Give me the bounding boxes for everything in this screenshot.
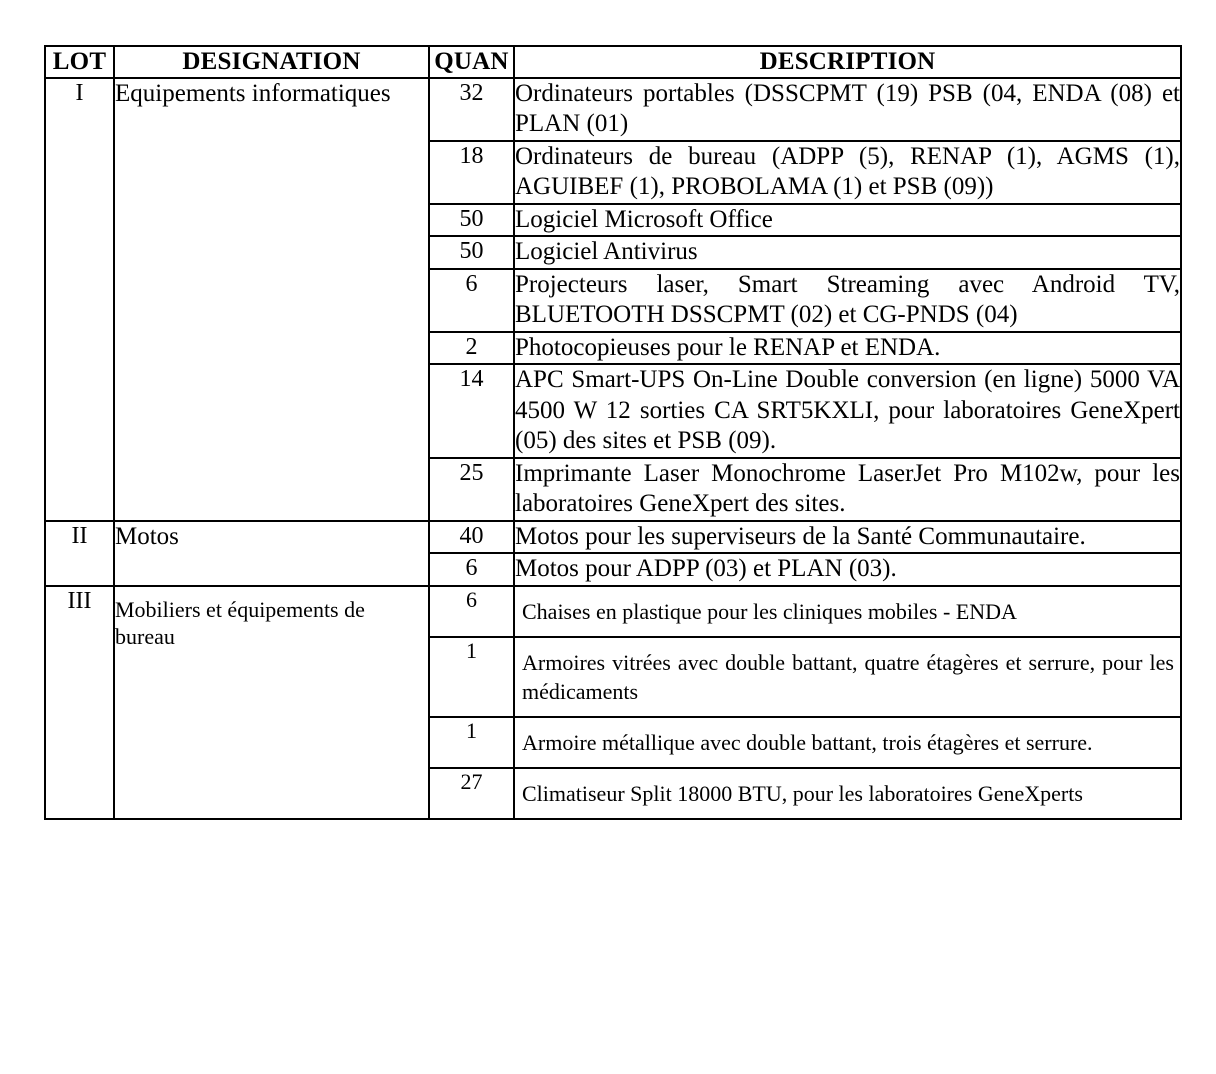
description-cell: Ordinateurs portables (DSSCPMT (19) PSB … [513, 76, 1182, 142]
description-cell: Motos pour ADPP (03) et PLAN (03). [513, 552, 1182, 587]
table-row: 50 Logiciel Antivirus [45, 235, 1182, 270]
quantity-cell: 2 [428, 330, 515, 365]
lot-designation-cell-i: Equipements informatiques [113, 76, 430, 522]
table-header-row: LOT DESIGNATION QUAN DESCRIPTION [44, 45, 1182, 79]
table-row: 27 Climatiseur Split 18000 BTU, pour les… [45, 766, 1182, 820]
quantity-cell: 1 [428, 635, 515, 718]
description-cell: Ordinateurs de bureau (ADPP (5), RENAP (… [513, 139, 1182, 205]
column-header-lot: LOT [44, 45, 115, 79]
description-cell: Logiciel Antivirus [513, 235, 1182, 270]
table-row: 25 Imprimante Laser Monochrome LaserJet … [45, 456, 1182, 522]
description-cell: Motos pour les superviseurs de la Santé … [513, 519, 1182, 554]
table-row: III Mobiliers et équipements de bureau 6… [44, 584, 1182, 820]
table-row: 1 Armoire métallique avec double battant… [45, 715, 1182, 769]
description-cell: APC Smart-UPS On-Line Double conversion … [513, 363, 1182, 459]
description-cell: Armoires vitrées avec double battant, qu… [513, 635, 1182, 718]
quantity-cell: 6 [428, 267, 515, 333]
lot-designation-cell-ii: Motos [113, 519, 430, 587]
spec-table-container: LOT DESIGNATION QUAN DESCRIPTION I Equip… [44, 45, 1182, 820]
table-row: II Motos 40 Motos pour les superviseurs … [44, 519, 1182, 587]
table-header: LOT DESIGNATION QUAN DESCRIPTION [44, 45, 1182, 79]
description-cell: Chaises en plastique pour les cliniques … [513, 584, 1182, 638]
quantity-cell: 25 [428, 456, 515, 522]
lot-designation-cell-iii: Mobiliers et équipements de bureau [113, 584, 430, 820]
lot-number-cell-iii: III [44, 584, 115, 820]
table-row: 1 Armoires vitrées avec double battant, … [45, 635, 1182, 718]
table-row: 18 Ordinateurs de bureau (ADPP (5), RENA… [45, 139, 1182, 205]
table-body: I Equipements informatiques 32 Ordinateu… [44, 76, 1182, 820]
description-cell: Photocopieuses pour le RENAP et ENDA. [513, 330, 1182, 365]
quantity-cell: 32 [428, 76, 515, 142]
description-cell: Logiciel Microsoft Office [513, 202, 1182, 237]
description-cell: Imprimante Laser Monochrome LaserJet Pro… [513, 456, 1182, 522]
column-header-description: DESCRIPTION [513, 45, 1182, 79]
quantity-cell: 27 [428, 766, 515, 820]
quantity-cell: 18 [428, 139, 515, 205]
quantity-cell: 6 [428, 584, 515, 638]
table-row: 6 Motos pour ADPP (03) et PLAN (03). [45, 552, 1182, 587]
column-header-quantity: QUAN [428, 45, 515, 79]
quantity-cell: 50 [428, 202, 515, 237]
quantity-cell: 50 [428, 235, 515, 270]
table-row: I Equipements informatiques 32 Ordinateu… [44, 76, 1182, 522]
table-row: 6 Projecteurs laser, Smart Streaming ave… [45, 267, 1182, 333]
description-cell: Projecteurs laser, Smart Streaming avec … [513, 267, 1182, 333]
quantity-cell: 40 [428, 519, 515, 554]
column-header-designation: DESIGNATION [113, 45, 430, 79]
lot-number-cell-ii: II [44, 519, 115, 587]
table-row: 14 APC Smart-UPS On-Line Double conversi… [45, 363, 1182, 459]
lot-number-cell-i: I [44, 76, 115, 522]
quantity-cell: 14 [428, 363, 515, 459]
description-cell: Armoire métallique avec double battant, … [513, 715, 1182, 769]
table-row: 50 Logiciel Microsoft Office [45, 202, 1182, 237]
quantity-cell: 1 [428, 715, 515, 769]
table-row: 2 Photocopieuses pour le RENAP et ENDA. [45, 330, 1182, 365]
description-cell: Climatiseur Split 18000 BTU, pour les la… [513, 766, 1182, 820]
equipment-lot-table: LOT DESIGNATION QUAN DESCRIPTION I Equip… [44, 45, 1182, 820]
quantity-cell: 6 [428, 552, 515, 587]
